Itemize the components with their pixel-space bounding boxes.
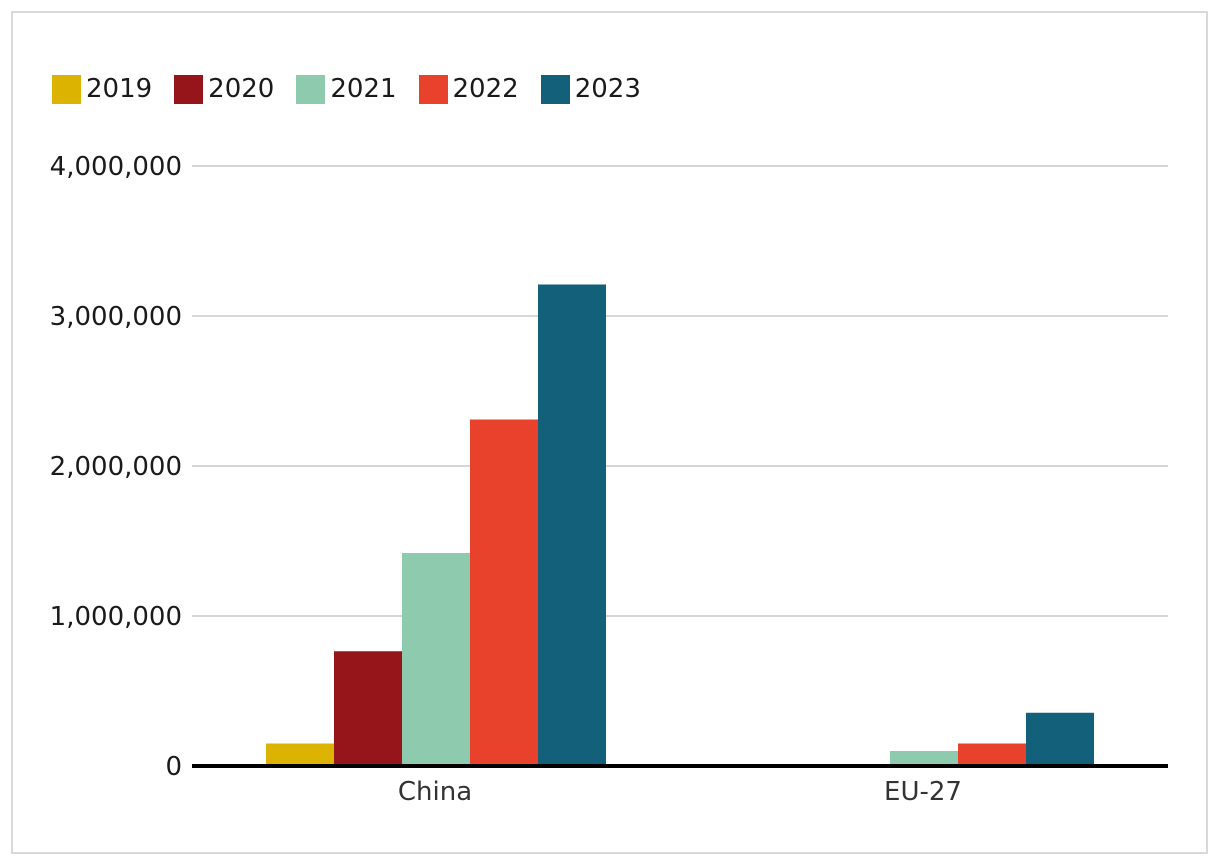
- legend-label-2019: 2019: [86, 74, 153, 104]
- bar-china-2020: [334, 651, 402, 766]
- legend-swatch-2022: [418, 74, 448, 104]
- legend-swatch-2020: [174, 74, 204, 104]
- x-tick-label: China: [398, 777, 472, 807]
- bar-eu-27-2021: [890, 751, 958, 766]
- legend-item-2023: 2023: [540, 74, 641, 104]
- legend-label-2021: 2021: [330, 74, 397, 104]
- chart-frame: [11, 11, 1208, 854]
- legend-label-2023: 2023: [574, 74, 641, 104]
- bar-china-2023: [538, 284, 606, 766]
- legend-item-2021: 2021: [296, 74, 397, 104]
- bar-china-2022: [470, 419, 538, 766]
- legend-label-2022: 2022: [452, 74, 519, 104]
- legend-item-2022: 2022: [418, 74, 519, 104]
- x-tick-label: EU-27: [884, 777, 962, 807]
- bar-eu-27-2022: [958, 743, 1026, 766]
- bar-china-2019: [266, 743, 334, 766]
- y-tick-label: 4,000,000: [50, 152, 182, 182]
- y-tick-label: 3,000,000: [50, 302, 182, 332]
- legend-label-2020: 2020: [208, 74, 275, 104]
- bar-china-2021: [402, 553, 470, 766]
- legend-item-2020: 2020: [174, 74, 274, 104]
- legend-swatch-2019: [52, 74, 81, 104]
- y-tick-label: 2,000,000: [50, 452, 182, 482]
- y-tick-label: 0: [165, 752, 182, 782]
- legend-swatch-2023: [540, 74, 570, 104]
- legend-item-2019: 2019: [52, 74, 152, 104]
- legend-swatch-2021: [296, 74, 326, 104]
- y-tick-label: 1,000,000: [50, 602, 182, 632]
- legend: 2019 2020 2021 2022 2023: [52, 74, 663, 104]
- bar-eu-27-2023: [1026, 712, 1094, 766]
